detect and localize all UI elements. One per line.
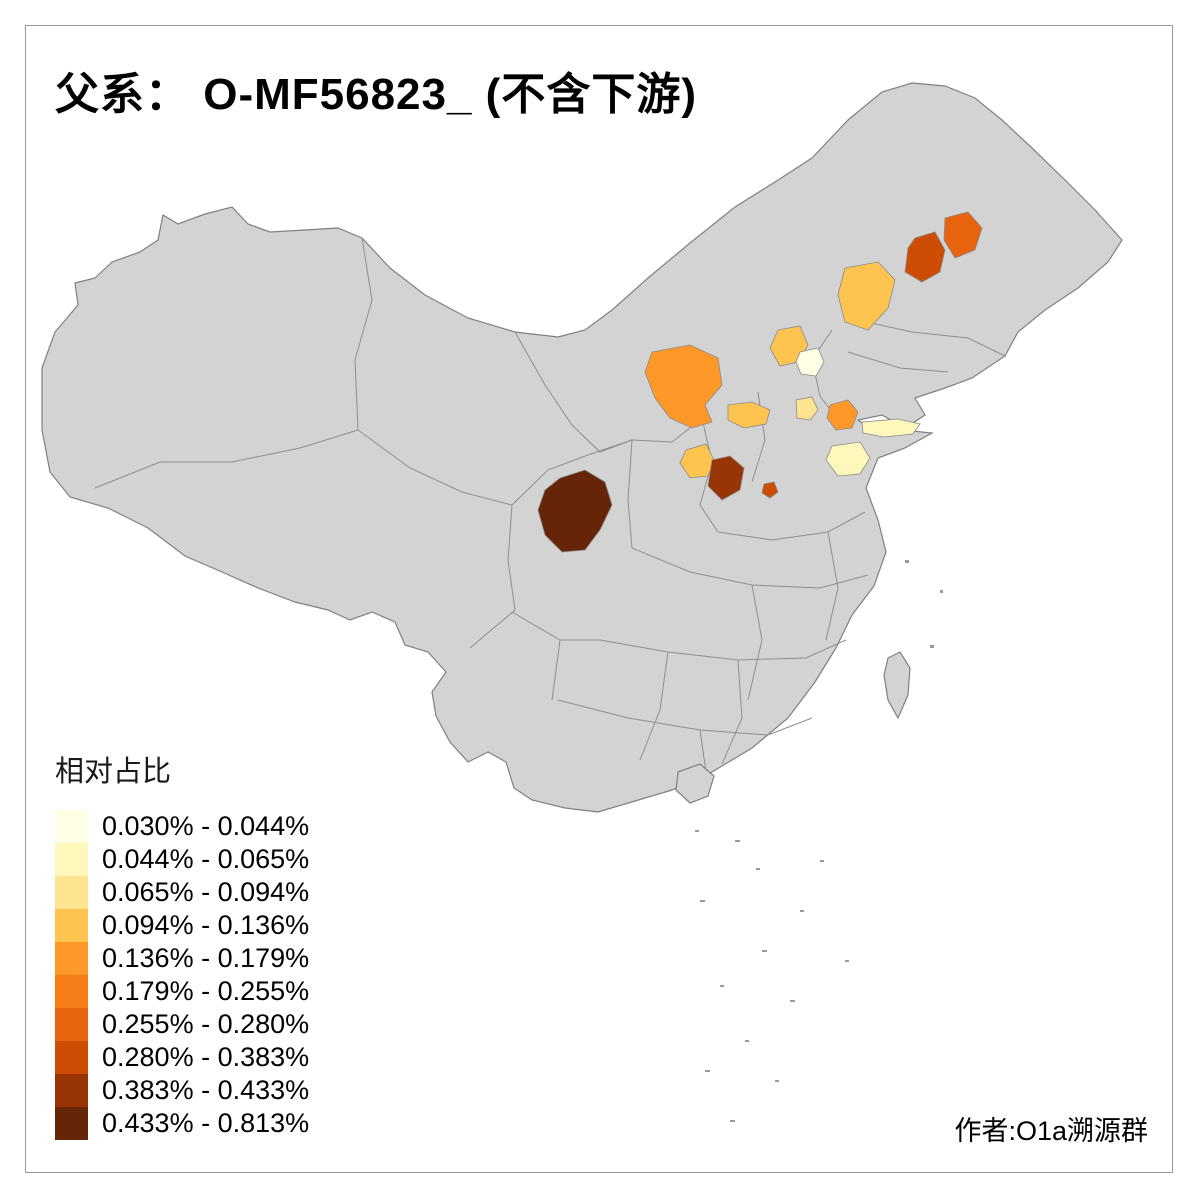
sea-islands: [695, 560, 943, 1122]
legend-label: 0.094% - 0.136%: [102, 910, 310, 940]
province-border: [357, 429, 513, 506]
legend-swatch: [55, 843, 88, 876]
map-region-shandong-peninsula: [861, 418, 921, 438]
legend-swatch: [55, 942, 88, 975]
legend-item: 0.065% - 0.094%: [55, 876, 395, 909]
legend-item: 0.030% - 0.044%: [55, 810, 395, 843]
legend-swatch: [55, 1074, 88, 1107]
map-region-hebei-south: [795, 396, 819, 421]
province-border: [699, 417, 719, 533]
province-border: [825, 531, 839, 641]
province-border: [811, 329, 833, 413]
legend-item: 0.179% - 0.255%: [55, 975, 395, 1008]
legend-item: 0.044% - 0.065%: [55, 843, 395, 876]
province-border: [847, 351, 949, 373]
page-title: 父系： O-MF56823_ (不含下游): [55, 70, 697, 119]
map-region-shanxi-south: [707, 455, 745, 501]
legend-label: 0.030% - 0.044%: [102, 811, 310, 841]
province-border: [717, 511, 866, 541]
legend-item: 0.433% - 0.813%: [55, 1107, 395, 1140]
hainan-island: [675, 763, 715, 804]
legend: 相对占比 0.030% - 0.044% 0.044% - 0.065% 0.0…: [55, 748, 395, 1140]
legend-label: 0.044% - 0.065%: [102, 844, 310, 874]
map-region-inner-mongolia-east: [837, 261, 896, 331]
legend-swatch: [55, 1041, 88, 1074]
legend-swatch: [55, 1107, 88, 1140]
province-border: [511, 439, 633, 506]
province-border: [514, 331, 633, 453]
map-region-henan-small: [761, 481, 779, 499]
map-region-northeast-dark: [904, 231, 946, 283]
legend-label: 0.255% - 0.280%: [102, 1009, 310, 1039]
map-region-shandong-west: [825, 441, 871, 477]
legend-item: 0.094% - 0.136%: [55, 909, 395, 942]
taiwan-island: [883, 651, 911, 720]
legend-item: 0.280% - 0.383%: [55, 1041, 395, 1074]
legend-swatch: [55, 1008, 88, 1041]
province-border: [94, 429, 359, 489]
legend-label: 0.065% - 0.094%: [102, 877, 310, 907]
author-credit: 作者:O1a溯源群: [954, 1116, 1148, 1146]
province-border: [699, 729, 707, 773]
legend-label: 0.433% - 0.813%: [102, 1108, 310, 1138]
map-region-beijing: [795, 347, 825, 377]
province-border: [354, 237, 373, 431]
province-border: [639, 651, 669, 761]
legend-label: 0.179% - 0.255%: [102, 976, 310, 1006]
map-region-shaanxi-mid: [679, 443, 715, 479]
legend-swatch: [55, 876, 88, 909]
legend-label: 0.136% - 0.179%: [102, 943, 310, 973]
legend-title: 相对占比: [55, 756, 172, 788]
province-border: [469, 504, 516, 649]
legend-label: 0.280% - 0.383%: [102, 1042, 310, 1072]
legend-swatch: [55, 909, 88, 942]
legend-item: 0.255% - 0.280%: [55, 1008, 395, 1041]
province-border: [551, 639, 561, 701]
map-region-northeast-medium: [943, 211, 983, 259]
legend-label: 0.383% - 0.433%: [102, 1075, 310, 1105]
map-region-sichuan-northwest: [537, 469, 613, 553]
province-border: [627, 439, 633, 549]
legend-item: 0.136% - 0.179%: [55, 942, 395, 975]
map-region-tianjin: [826, 399, 859, 431]
province-border: [747, 584, 763, 701]
map-region-ordos: [644, 344, 723, 429]
map-region-shanxi-north: [727, 401, 771, 429]
choropleth-regions: [537, 211, 983, 553]
legend-swatch: [55, 975, 88, 1008]
province-border: [721, 659, 743, 765]
legend-swatch: [55, 810, 88, 843]
province-border: [857, 319, 1006, 357]
china-outline: [41, 82, 1123, 813]
legend-item: 0.383% - 0.433%: [55, 1074, 395, 1107]
